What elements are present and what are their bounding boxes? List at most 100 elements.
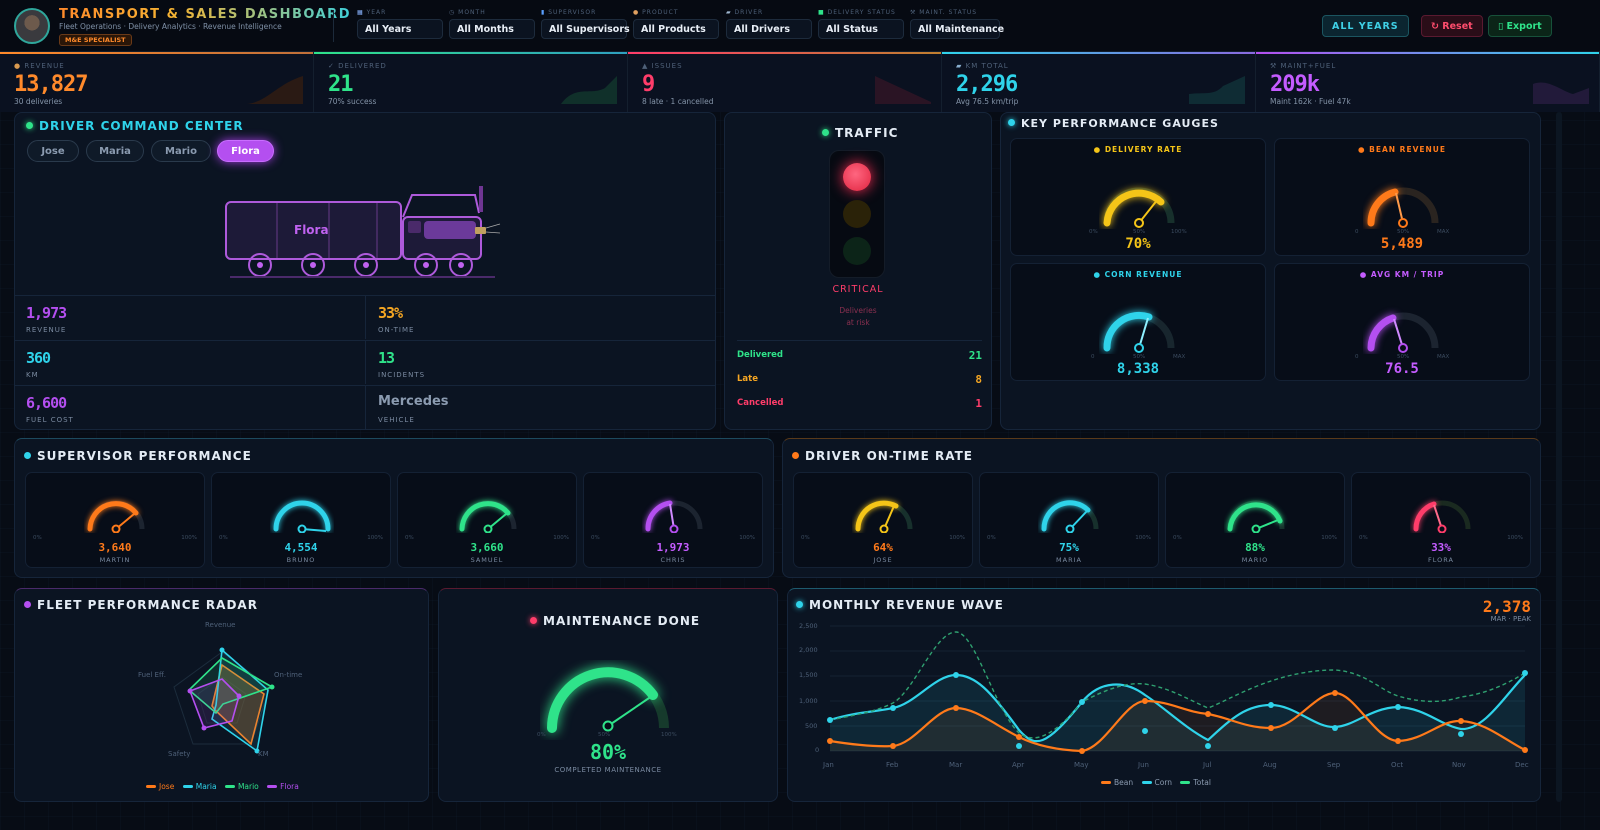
truck-driver-label: Flora (294, 223, 329, 237)
gauge-max: 100% (553, 535, 569, 541)
status-dot (24, 601, 31, 608)
radar-axis-label: KM (258, 750, 269, 758)
legend-item-total[interactable]: Total (1174, 778, 1211, 787)
driver-tab-jose[interactable]: Jose (27, 140, 79, 162)
stat-label: KM (26, 371, 39, 379)
gauge-name: BRUNO (286, 556, 316, 564)
legend-item-mario[interactable]: Mario (219, 782, 259, 791)
revenue-wave-panel (787, 588, 1541, 802)
filter-year: ▦ YEAR All Years (357, 9, 443, 39)
wrench-icon: ⚒ (1270, 62, 1281, 70)
x-tick: Oct (1391, 761, 1404, 769)
gauge-max: 100% (1171, 229, 1187, 235)
ontime-card-mario: 0% 100% 88% MARIO (1165, 472, 1345, 568)
stat-revenue: 1,973 REVENUE (14, 295, 365, 339)
legend-item-flora[interactable]: Flora (261, 782, 299, 791)
filter-driver: ▰ DRIVER All Drivers (726, 9, 812, 39)
driver-tab-flora[interactable]: Flora (217, 140, 274, 162)
stat-label: VEHICLE (378, 416, 415, 424)
panel-title: MONTHLY REVENUE WAVE (796, 598, 1004, 612)
gauge-value: 88% (1245, 541, 1265, 554)
gauge-title: ● AVG KM / TRIP (1359, 270, 1445, 279)
gauge-min: 0% (33, 535, 42, 541)
driver-tab-mario[interactable]: Mario (151, 140, 211, 162)
panel-title-text: KEY PERFORMANCE GAUGES (1021, 117, 1219, 130)
export-button[interactable]: ▯ Export (1488, 15, 1552, 37)
gauge-title-text: BEAN REVENUE (1369, 145, 1446, 154)
filter-month: ◷ MONTH All Months (449, 9, 535, 39)
legend-item-corn[interactable]: Corn (1136, 778, 1172, 787)
gauge-name: JOSE (873, 556, 893, 564)
gauge-value: 3,640 (98, 541, 132, 554)
stat-km: 360 KM (14, 340, 365, 384)
panel-title-text: MAINTENANCE DONE (543, 614, 701, 628)
x-tick: Aug (1263, 761, 1277, 769)
accent-bar (628, 52, 941, 54)
supervisor-card-chris: 0% 100% 1,973 CHRIS (583, 472, 763, 568)
gauge-dial-icon (1227, 500, 1285, 533)
x-tick: Apr (1012, 761, 1025, 769)
panel-title-text: DRIVER COMMAND CENTER (39, 119, 244, 133)
radar-axis-label: Revenue (205, 621, 236, 629)
stat-incidents: 13 INCIDENTS (365, 340, 716, 384)
avatar[interactable] (14, 8, 50, 44)
legend-item-maria[interactable]: Maria (177, 782, 217, 791)
revenue-line-chart (827, 625, 1528, 754)
driver-select[interactable]: All Drivers (726, 19, 812, 39)
panel-title: DRIVER ON-TIME RATE (792, 449, 973, 463)
delivery-status-select[interactable]: All Status (818, 19, 904, 39)
gauge-max: 100% (949, 535, 965, 541)
gauge-title-text: DELIVERY RATE (1104, 145, 1183, 154)
row-value: 21 (968, 349, 982, 362)
calendar-icon: ▦ (357, 9, 367, 16)
kpi-revenue: ● REVENUE 13,827 30 deliveries (0, 52, 314, 112)
supervisor-select[interactable]: All Supervisors (541, 19, 630, 39)
stat-label: ON-TIME (378, 326, 415, 334)
year-select[interactable]: All Years (357, 19, 443, 39)
divider (737, 340, 982, 341)
gauge-max: 100% (1321, 535, 1337, 541)
gauge-dial-icon (1103, 187, 1175, 228)
y-tick: 1,500 (799, 671, 818, 679)
maint-status-select[interactable]: All Maintenance (910, 19, 1004, 39)
legend-item-bean[interactable]: Bean (1095, 778, 1133, 787)
product-select[interactable]: All Products (633, 19, 719, 39)
filter-maint-status: ⚒ MAINT. STATUS All Maintenance (910, 9, 1004, 39)
kpi-value: 9 (642, 72, 655, 97)
scrollbar[interactable] (1556, 112, 1562, 802)
gauge-value: 4,554 (284, 541, 318, 554)
gauge-mid: 50% (1397, 229, 1410, 235)
legend-label: Flora (280, 782, 299, 791)
gauge-mid: 50% (1133, 229, 1146, 235)
ontime-card-jose: 0% 100% 64% JOSE (793, 472, 973, 568)
kpi-sub: 70% success (328, 97, 377, 106)
legend-label: Bean (1114, 778, 1134, 787)
driver-tab-maria[interactable]: Maria (86, 140, 144, 162)
radar-chart (173, 647, 275, 754)
maintenance-gauge-icon (547, 667, 669, 733)
kpi-issues: ▲ ISSUES 9 8 late · 1 cancelled (628, 52, 942, 112)
gauge-max: MAX (1437, 229, 1450, 235)
traffic-row-cancelled: Cancelled 1 (737, 397, 982, 410)
maintenance-panel (438, 588, 778, 802)
gauge-name: MARTIN (99, 556, 131, 564)
year-chip-button[interactable]: ALL YEARS (1322, 15, 1409, 37)
kpi-label: KM TOTAL (965, 62, 1009, 70)
row-value: 8 (975, 373, 982, 386)
gauge-max: 100% (181, 535, 197, 541)
x-tick: Jul (1203, 761, 1212, 769)
row-label: Cancelled (737, 398, 784, 408)
maintenance-label: COMPLETED MAINTENANCE (554, 766, 662, 774)
y-tick: 2,000 (799, 646, 818, 654)
panel-title-text: FLEET PERFORMANCE RADAR (37, 598, 258, 612)
gauge-name: FLORA (1428, 556, 1454, 564)
supervisor-card-bruno: 0% 100% 4,554 BRUNO (211, 472, 391, 568)
package-icon: ● (633, 9, 643, 16)
legend-item-jose[interactable]: Jose (140, 782, 174, 791)
gauge-name: CHRIS (660, 556, 686, 564)
reset-button[interactable]: ↻ Reset (1421, 15, 1483, 37)
month-select[interactable]: All Months (449, 19, 535, 39)
gauge-dial-icon (1041, 500, 1099, 533)
status-dot (796, 601, 803, 608)
revenue-legend: Bean Corn Total (1095, 778, 1211, 787)
